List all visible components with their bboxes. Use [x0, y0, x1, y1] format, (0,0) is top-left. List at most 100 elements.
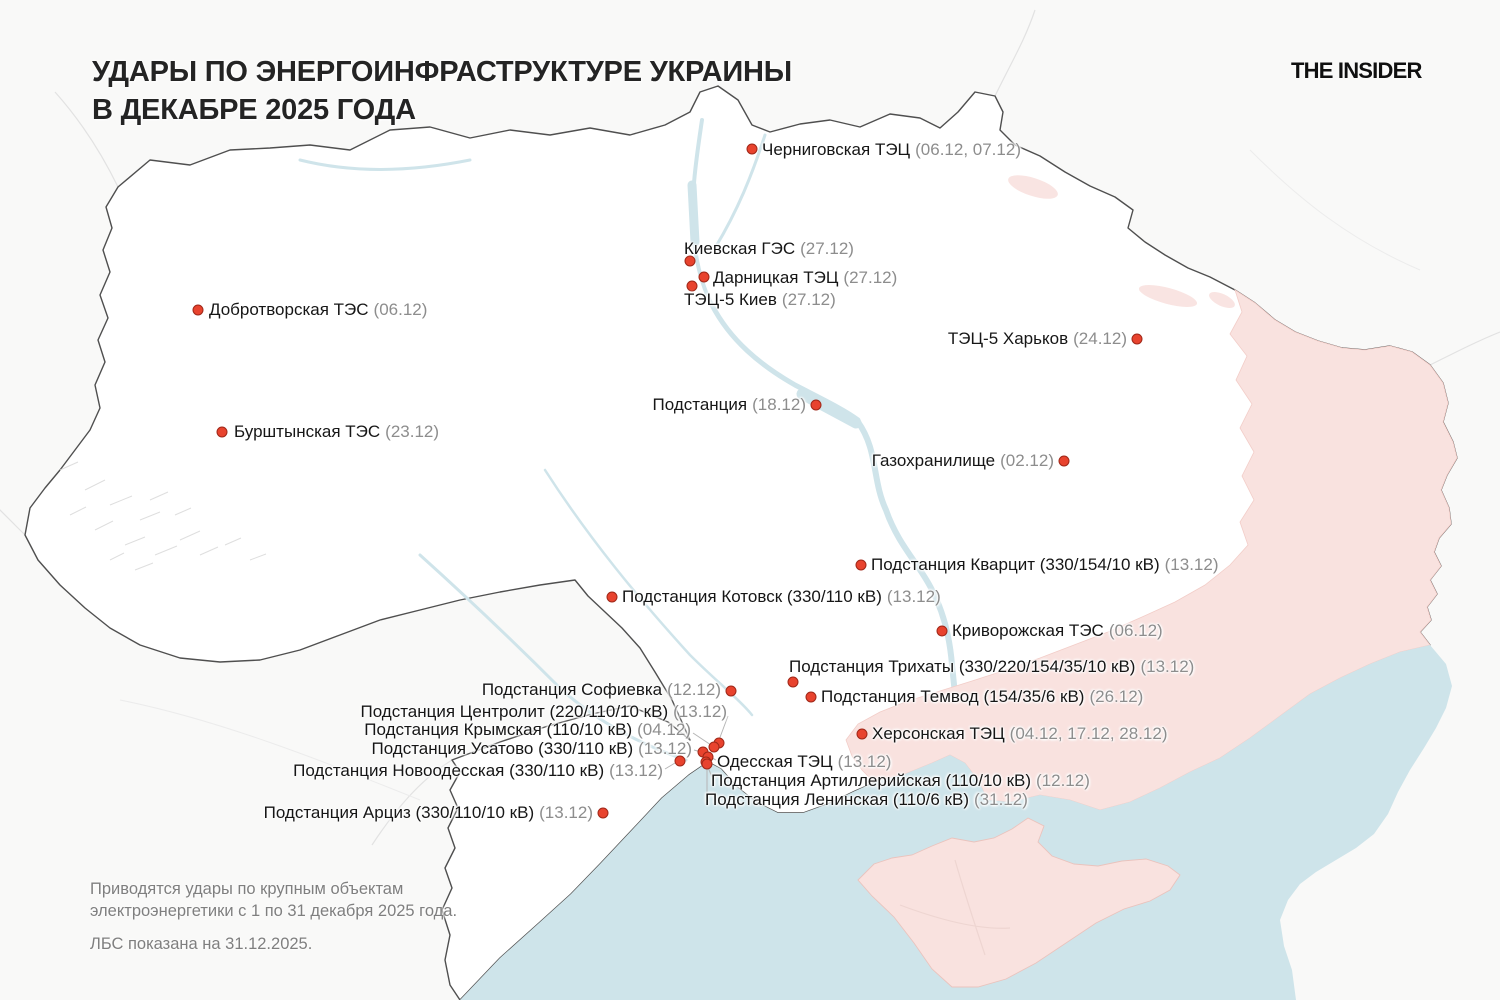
strike-label: Подстанция Крымская (110/10 кВ) (04.12): [364, 721, 691, 738]
strike-dates: (23.12): [385, 421, 440, 441]
strike-name: Подстанция Артиллерийская (110/10 кВ): [711, 770, 1032, 790]
strike-dot: [725, 685, 737, 697]
strike-dates: (12.12): [1036, 770, 1090, 790]
strike-label: Газохранилище (02.12): [872, 452, 1054, 469]
strike-dates: (13.12): [1164, 554, 1219, 574]
strike-label: ТЭЦ-5 Харьков (24.12): [948, 330, 1127, 347]
strike-name: Подстанция Ленинская (110/6 кВ): [705, 789, 969, 809]
crimea-roads: [899, 859, 1011, 956]
strike-name: Подстанция Крымская (110/10 кВ): [364, 719, 633, 739]
strike-label: ТЭЦ-5 Киев (27.12): [684, 291, 836, 308]
strike-dates: (02.12): [1000, 450, 1054, 470]
strike-name: Черниговская ТЭЦ: [762, 139, 911, 159]
strike-name: Добротворская ТЭС: [209, 299, 369, 319]
strike-name: Криворожская ТЭС: [952, 620, 1104, 640]
strike-dot: [597, 807, 609, 819]
strike-dates: (13.12): [886, 586, 941, 606]
strike-name: Подстанция: [652, 394, 748, 414]
strike-label: Подстанция Артиллерийская (110/10 кВ) (12…: [711, 772, 1090, 789]
strike-name: Подстанция Усатово (330/110 кВ): [371, 738, 634, 758]
strike-dot: [746, 143, 758, 155]
strike-dot: [855, 559, 867, 571]
strike-label: Подстанция Софиевка (12.12): [482, 681, 721, 698]
strike-name: Подстанция Темвод (154/35/6 кВ): [821, 686, 1085, 706]
strike-dot: [701, 758, 713, 770]
strike-dates: (06.12, 07.12): [915, 139, 1021, 159]
strike-label: Подстанция Новоодесская (330/110 кВ) (13.…: [293, 762, 663, 779]
strike-name: Херсонская ТЭЦ: [872, 723, 1005, 743]
strike-dot: [708, 741, 720, 753]
strike-label: Дарницкая ТЭЦ (27.12): [713, 269, 897, 286]
strike-dates: (24.12): [1073, 328, 1127, 348]
leader-line: [718, 715, 729, 741]
occupied-border-patches: [1008, 175, 1235, 309]
footnote-lbs: ЛБС показана на 31.12.2025.: [90, 935, 313, 954]
strike-label: Подстанция Котовск (330/110 кВ) (13.12): [622, 588, 941, 605]
strike-dates: (13.12): [638, 738, 692, 758]
strike-name: Одесская ТЭЦ: [717, 751, 833, 771]
strike-label: Одесская ТЭЦ (13.12): [717, 753, 891, 770]
strike-dot: [674, 755, 686, 767]
strike-dot: [1058, 455, 1070, 467]
the-insider-logo: THE INSIDER: [1291, 58, 1422, 83]
strike-dates: (31.12): [974, 789, 1028, 809]
leader-line: [692, 732, 712, 746]
strike-label: Подстанция Ленинская (110/6 кВ) (31.12): [705, 791, 1028, 808]
strike-dot: [192, 304, 204, 316]
strike-label: Киевская ГЭС (27.12): [684, 240, 854, 257]
strike-dot: [805, 691, 817, 703]
strike-name: Подстанция Трихаты (330/220/154/35/10 кВ…: [789, 656, 1136, 676]
title-line-1: УДАРЫ ПО ЭНЕРГОИНФРАСТРУКТУРЕ УКРАИНЫ: [92, 56, 792, 88]
strike-name: Подстанция Центролит (220/110/10 кВ): [360, 701, 669, 721]
strike-dot: [216, 426, 228, 438]
strike-label: Херсонская ТЭЦ (04.12, 17.12, 28.12): [872, 725, 1168, 742]
carpathian-relief: [59, 461, 267, 571]
strike-name: Подстанция Новоодесская (330/110 кВ): [293, 760, 605, 780]
strike-name: Подстанция Арциз (330/110/10 кВ): [263, 802, 535, 822]
title-line-2: В ДЕКАБРЕ 2025 ГОДА: [92, 93, 416, 126]
strike-dates: (18.12): [752, 394, 806, 414]
strike-name: Подстанция Кварцит (330/154/10 кВ): [871, 554, 1160, 574]
strike-name: Подстанция Софиевка: [481, 679, 663, 699]
strike-label: Бурштынская ТЭС (23.12): [234, 423, 439, 440]
strike-dot: [1131, 333, 1143, 345]
footnote: Приводятся удары по крупным объектам эле…: [90, 878, 457, 955]
strike-label: Подстанция Центролит (220/110/10 кВ) (13.…: [360, 703, 727, 720]
strike-label: Подстанция Трихаты (330/220/154/35/10 кВ…: [789, 658, 1194, 675]
strike-dot: [606, 591, 618, 603]
strike-label: Подстанция Темвод (154/35/6 кВ) (26.12): [821, 688, 1143, 705]
strike-dates: (13.12): [1140, 656, 1195, 676]
strike-dates: (06.12): [373, 299, 428, 319]
strike-dot: [936, 625, 948, 637]
strike-name: Киевская ГЭС: [684, 238, 796, 258]
strike-dates: (06.12): [1108, 620, 1163, 640]
strike-dates: (13.12): [837, 751, 892, 771]
strike-dates: (27.12): [843, 267, 898, 287]
page-title: УДАРЫ ПО ЭНЕРГОИНФРАСТРУКТУРЕ УКРАИНЫ В …: [92, 54, 792, 129]
strike-name: Дарницкая ТЭЦ: [713, 267, 839, 287]
strike-dates: (04.12, 17.12, 28.12): [1009, 723, 1168, 743]
strike-dates: (12.12): [667, 679, 721, 699]
strike-name: Газохранилище: [871, 450, 996, 470]
strike-dates: (13.12): [539, 802, 593, 822]
strike-dot: [787, 676, 799, 688]
strike-dates: (26.12): [1089, 686, 1144, 706]
strike-dates: (04.12): [637, 719, 691, 739]
strike-dates: (13.12): [673, 701, 727, 721]
strike-label: Подстанция Усатово (330/110 кВ) (13.12): [371, 740, 692, 757]
black-sea: [460, 645, 1452, 1000]
strike-label: Криворожская ТЭС (06.12): [952, 622, 1163, 639]
footnote-line-1: Приводятся удары по крупным объектам: [90, 880, 404, 898]
strike-dates: (13.12): [609, 760, 663, 780]
strike-label: Черниговская ТЭЦ (06.12, 07.12): [762, 141, 1021, 158]
footnote-line-2: электроэнергетики с 1 по 31 декабря 2025…: [90, 902, 458, 921]
strike-dot: [810, 399, 822, 411]
strike-dot: [698, 271, 710, 283]
strike-dot: [856, 728, 868, 740]
strike-dot: [686, 280, 698, 292]
neighbour-border-lines: [0, 9, 1500, 846]
strike-dot: [684, 255, 696, 267]
